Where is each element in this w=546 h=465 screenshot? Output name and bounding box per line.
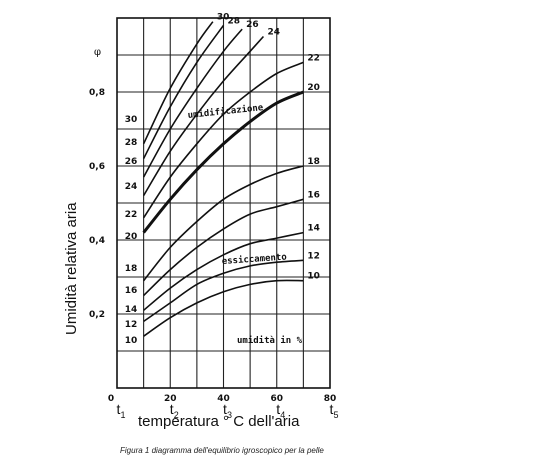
y-tick-label: 0,2 xyxy=(89,310,105,320)
curve-18 xyxy=(143,165,304,282)
annotation-umidita-in-percent: umidità in % xyxy=(237,335,303,346)
curve-start-label: 10 xyxy=(125,336,138,346)
curve-start-label: 12 xyxy=(125,320,138,330)
curve-end-label: 30 xyxy=(217,13,230,23)
x-axis-label: temperatura ° C dell'aria xyxy=(138,413,300,430)
curve-start-label: 16 xyxy=(125,286,138,296)
curve-16 xyxy=(143,198,304,297)
figure-caption: Figura 1 diagramma dell'equilibrio igros… xyxy=(120,446,324,455)
chart-curves xyxy=(142,21,304,337)
y-axis-symbol: φ xyxy=(94,47,101,58)
chart-labels: 0 20 40 60 80 0,2 0,4 0,6 0,8 t1 t2 t3 t4 t5 10 12 14 16 1… xyxy=(89,13,338,420)
curve-start-label: 18 xyxy=(125,264,138,274)
y-tick-label: 0,4 xyxy=(89,236,105,246)
curve-14 xyxy=(143,231,304,311)
curve-end-label: 28 xyxy=(228,16,241,26)
curve-20 xyxy=(142,90,304,234)
curve-start-label: 28 xyxy=(125,138,138,148)
x-t-label: t3 xyxy=(223,401,232,420)
curve-24 xyxy=(142,35,265,197)
curve-end-label: 14 xyxy=(307,224,320,234)
curve-28 xyxy=(142,24,225,159)
x-tick-label: 40 xyxy=(217,394,230,404)
x-t-label: t4 xyxy=(276,401,285,420)
curve-22 xyxy=(142,61,304,219)
curve-start-label: 30 xyxy=(125,115,138,125)
chart-axes xyxy=(116,17,331,389)
annotation-essiccamento: essiccamento xyxy=(221,251,287,267)
curve-start-label: 14 xyxy=(125,305,138,315)
curve-end-label: 24 xyxy=(267,28,280,38)
curve-end-label: 12 xyxy=(307,251,320,261)
x-t-label: t5 xyxy=(330,401,339,420)
curve-end-label: 20 xyxy=(307,83,320,93)
curve-start-label: 20 xyxy=(125,232,138,242)
x-t-label: t1 xyxy=(117,401,126,420)
curve-10 xyxy=(143,279,304,337)
curve-30 xyxy=(142,21,214,145)
x-tick-label: 20 xyxy=(164,394,177,404)
plot-frame xyxy=(116,17,331,389)
curve-26 xyxy=(142,28,243,178)
curve-end-label: 18 xyxy=(307,157,320,167)
x-tick-label: 80 xyxy=(324,394,337,404)
curve-end-label: 26 xyxy=(246,20,259,30)
curve-start-label: 26 xyxy=(125,157,138,167)
curve-12 xyxy=(143,259,304,323)
y-tick-label: 0,6 xyxy=(89,162,105,172)
curve-start-label: 22 xyxy=(125,210,138,220)
x-tick-label: 0 xyxy=(108,394,114,404)
x-t-label: t2 xyxy=(170,401,179,420)
curve-start-label: 24 xyxy=(125,182,138,192)
x-tick-label: 60 xyxy=(270,394,283,404)
curve-end-label: 16 xyxy=(307,190,320,200)
y-axis-label: Umidità relativa aria xyxy=(63,202,80,335)
y-tick-label: 0,8 xyxy=(89,88,105,98)
curve-end-label: 22 xyxy=(307,53,320,63)
curve-end-label: 10 xyxy=(307,272,320,282)
